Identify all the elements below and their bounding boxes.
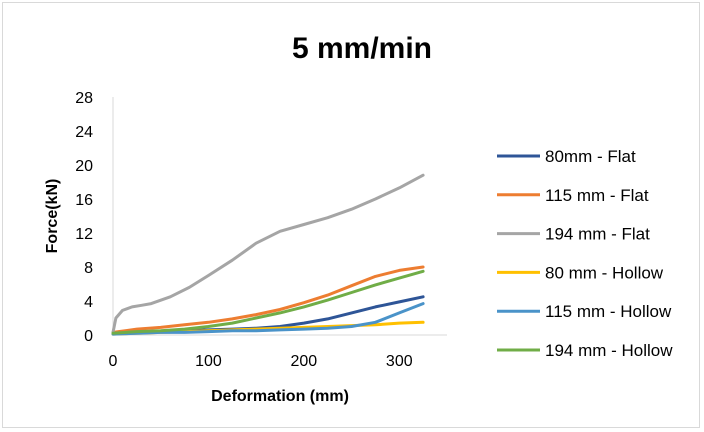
y-tick-label: 8 bbox=[84, 260, 93, 277]
legend-label: 115 mm - Flat bbox=[545, 186, 649, 205]
y-axis-ticks: 0 4 8 12 16 20 24 28 bbox=[75, 90, 93, 345]
x-tick-label: 0 bbox=[109, 353, 118, 370]
series-line-5 bbox=[111, 302, 425, 336]
legend-label: 194 mm - Flat bbox=[545, 225, 650, 244]
series-line-3 bbox=[111, 173, 425, 334]
series-line-6 bbox=[111, 269, 425, 335]
y-tick-label: 28 bbox=[75, 90, 93, 107]
chart-title: 5 mm/min bbox=[292, 32, 432, 65]
series-lines bbox=[111, 173, 425, 336]
y-tick-label: 4 bbox=[84, 294, 93, 311]
legend-label: 80 mm - Hollow bbox=[545, 263, 664, 282]
x-tick-label: 200 bbox=[291, 353, 318, 370]
legend: 80mm - Flat 115 mm - Flat 194 mm - Flat 80 … bbox=[497, 147, 673, 360]
y-tick-label: 20 bbox=[75, 158, 93, 175]
y-tick-label: 24 bbox=[75, 124, 93, 141]
y-tick-label: 16 bbox=[75, 192, 93, 209]
x-tick-label: 100 bbox=[195, 353, 222, 370]
x-tick-label: 300 bbox=[386, 353, 413, 370]
legend-label: 115 mm - Hollow bbox=[545, 302, 672, 321]
legend-label: 80mm - Flat bbox=[545, 147, 636, 166]
series-line-2 bbox=[111, 265, 425, 334]
y-tick-label: 12 bbox=[75, 226, 93, 243]
y-tick-label: 0 bbox=[84, 328, 93, 345]
legend-label: 194 mm - Hollow bbox=[545, 341, 673, 360]
x-axis-title: Deformation (mm) bbox=[211, 388, 349, 405]
y-axis-title: Force(kN) bbox=[44, 179, 61, 254]
x-axis-ticks: 0 100 200 300 bbox=[109, 353, 413, 370]
chart-frame bbox=[2, 2, 700, 428]
